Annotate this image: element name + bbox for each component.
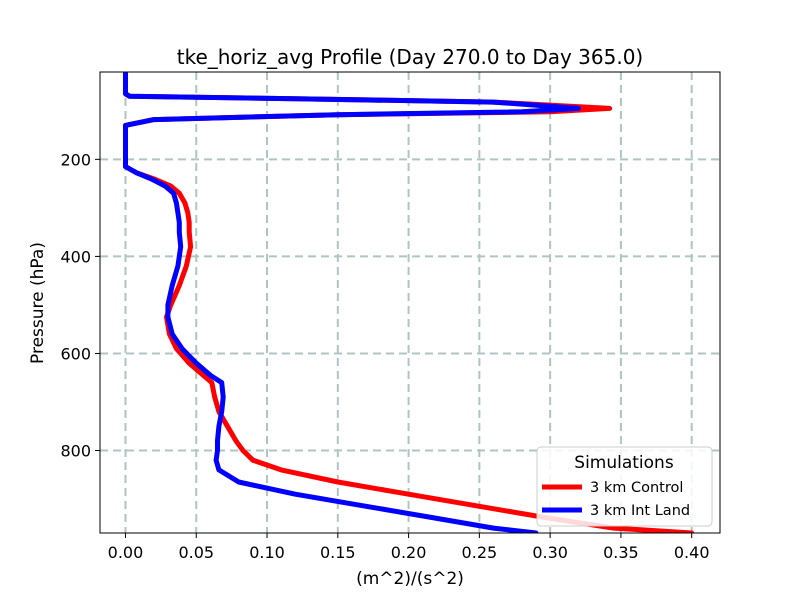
chart-title: tke_horiz_avg Profile (Day 270.0 to Day … [177, 45, 644, 69]
ticks-layer: 0.00 0.05 0.10 0.15 0.20 0.25 0.30 0.35 0.40 200 4… [60, 150, 709, 562]
plot-frame [99, 71, 721, 534]
x-tick-label: 0.30 [532, 543, 568, 562]
y-axis-label: Pressure (hPa) [28, 242, 48, 364]
series-layer [123, 72, 695, 533]
legend-entries: 3 km Control 3 km Int Land [542, 480, 690, 519]
y-tick-label: 400 [60, 247, 91, 266]
series-line-int-land [123, 72, 581, 533]
legend-box [536, 446, 713, 527]
x-tick-label: 0.20 [391, 543, 427, 562]
legend-label: 3 km Control [590, 480, 683, 496]
x-tick-label: 0.00 [108, 543, 144, 562]
legend-label: 3 km Int Land [590, 503, 690, 519]
x-tick-label: 0.10 [249, 543, 285, 562]
x-tick-label: 0.25 [462, 543, 498, 562]
x-tick-label: 0.40 [674, 543, 710, 562]
x-tick-label: 0.35 [603, 543, 639, 562]
x-tick-label: 0.05 [178, 543, 214, 562]
x-tick-label: 0.15 [320, 543, 356, 562]
y-tick-label: 800 [60, 442, 91, 461]
y-tick-label: 200 [60, 150, 91, 169]
legend: Simulations 3 km Control 3 km Int Land [536, 446, 713, 527]
legend-title: Simulations [574, 453, 674, 473]
y-tick-label: 600 [60, 344, 91, 363]
x-axis-label: (m^2)/(s^2) [356, 569, 464, 589]
